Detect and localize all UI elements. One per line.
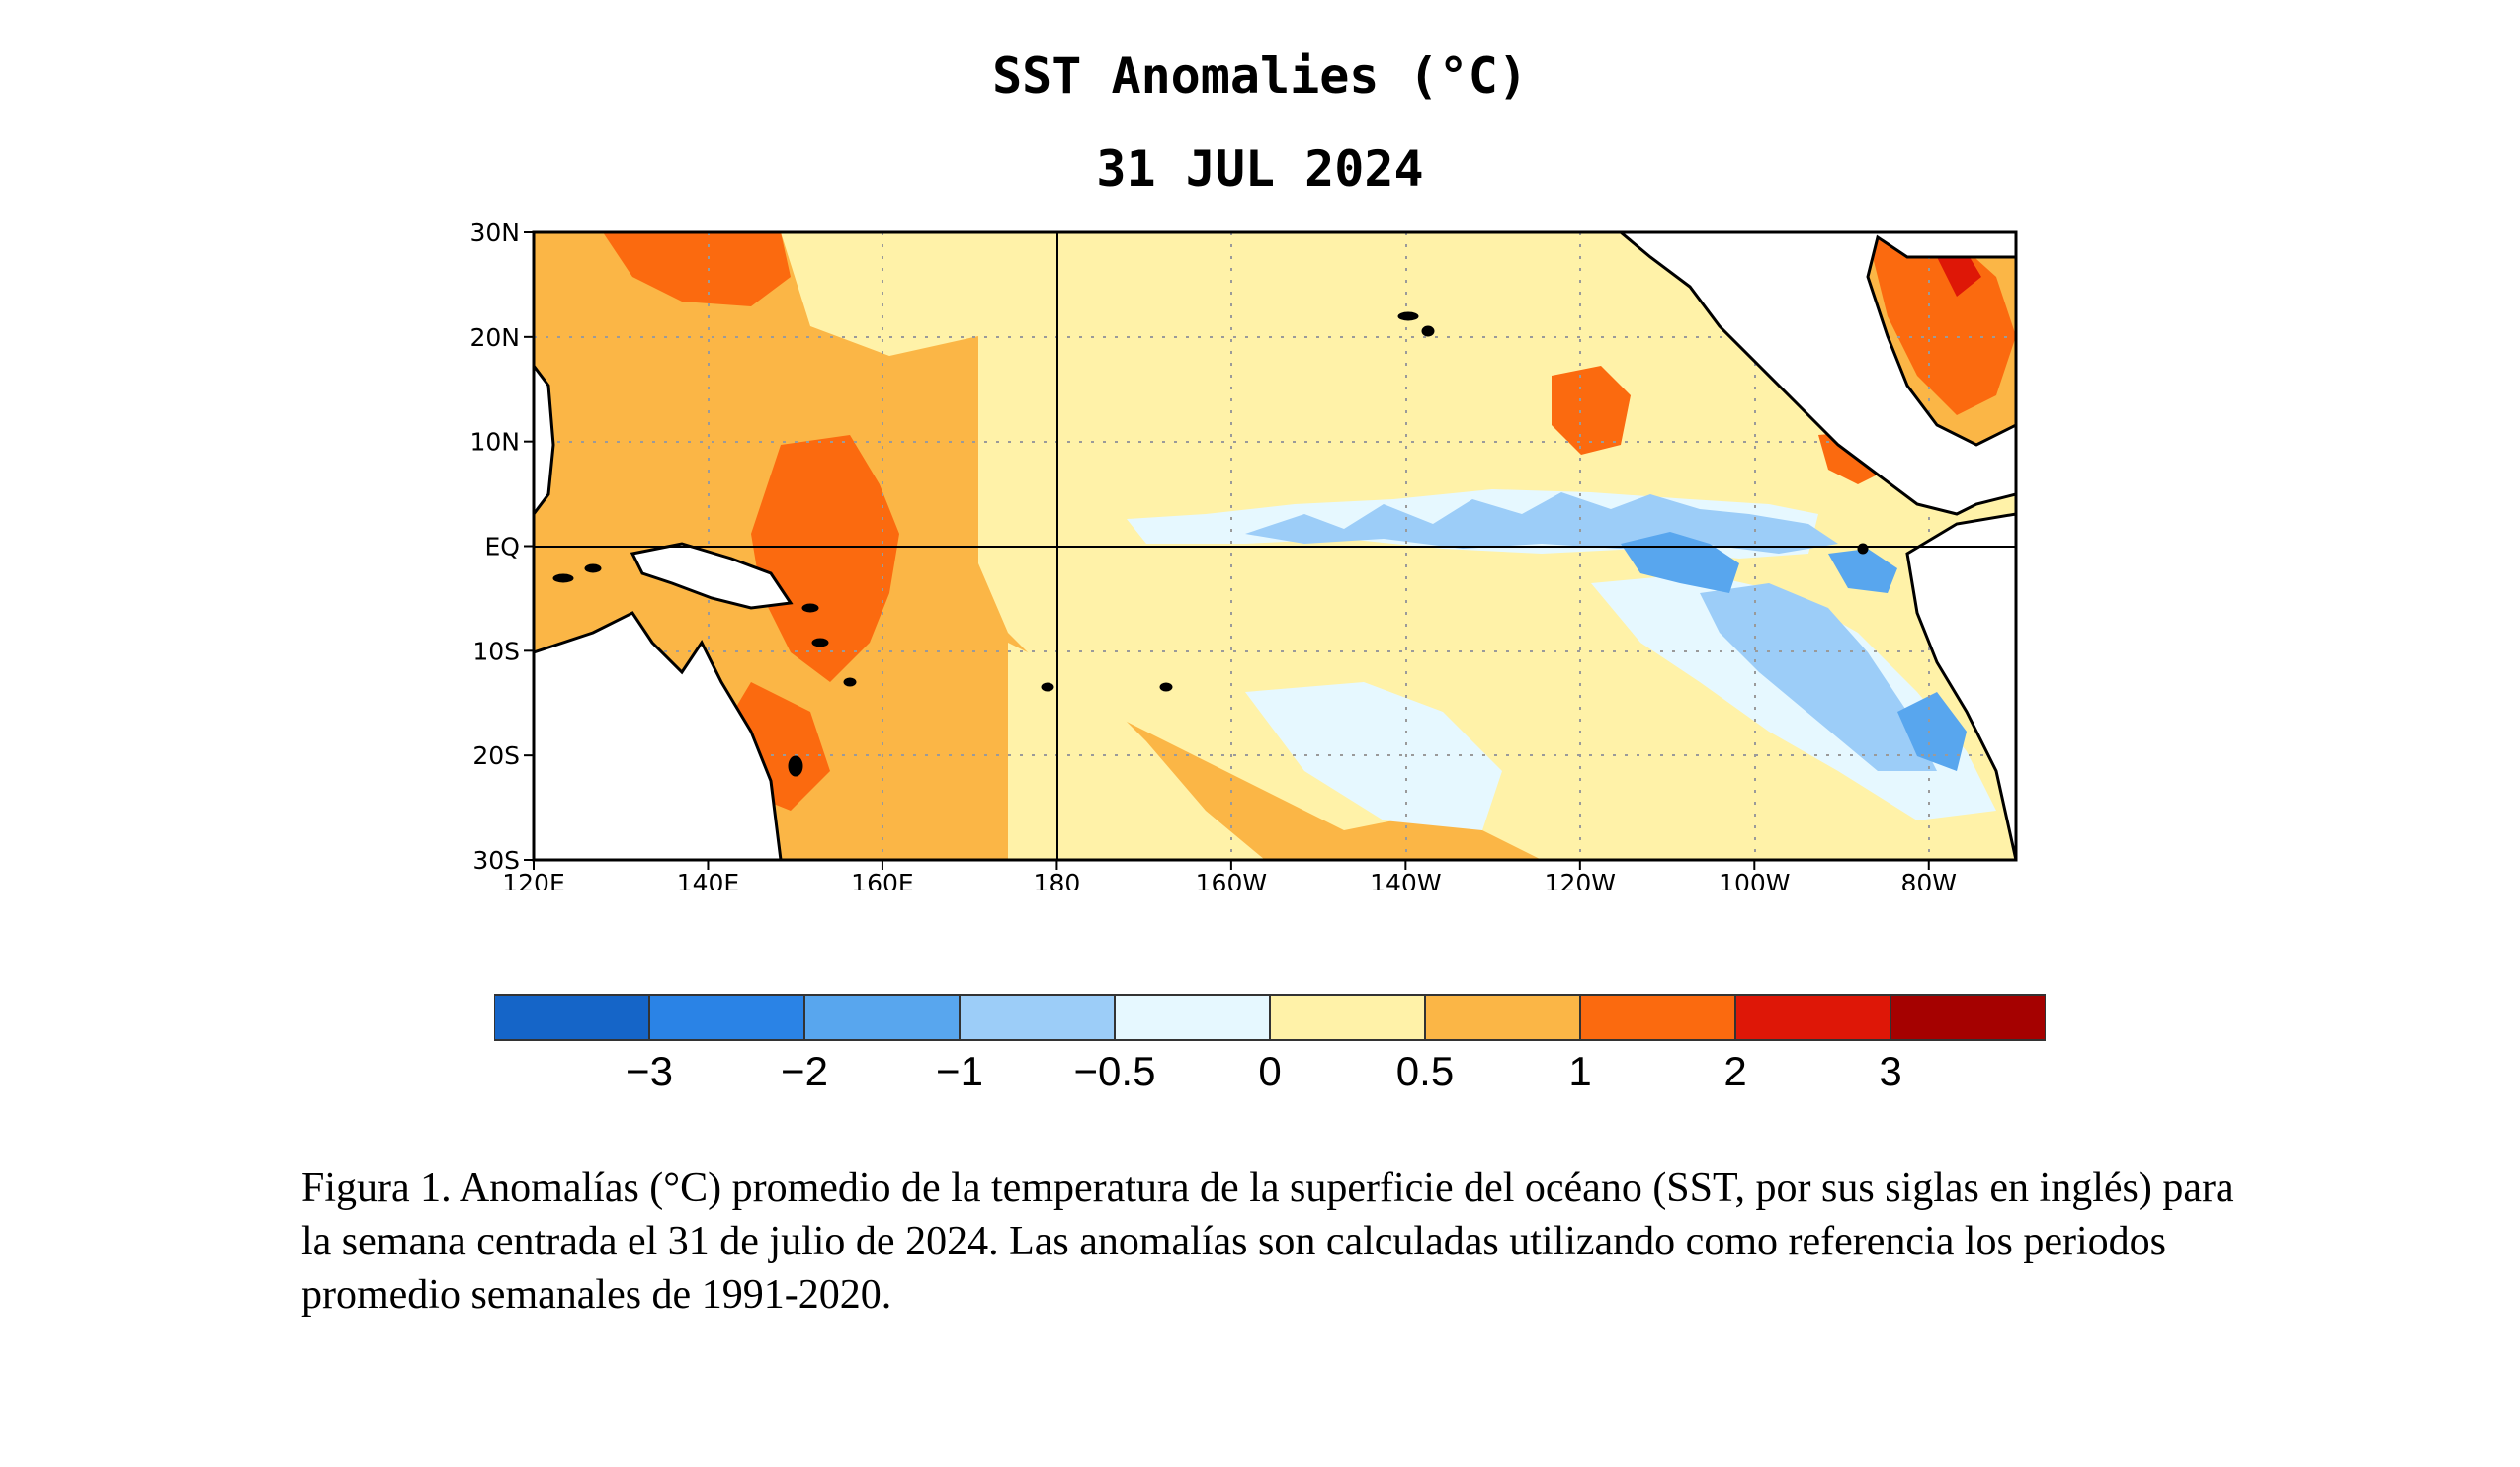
colorbar-swatch — [803, 994, 961, 1041]
anomaly-region-negative-galapagos — [1828, 549, 1897, 593]
lat-tick-label: 30N — [469, 218, 520, 247]
lat-tick-label: 10S — [472, 637, 520, 665]
colorbar-swatch — [959, 994, 1116, 1041]
land-new-guinea — [630, 542, 794, 610]
colorbar: −3 −2 −1 −0.5 0 0.5 1 2 3 — [493, 993, 2047, 1102]
colorbar-swatch — [1269, 994, 1426, 1041]
figure-caption: Figura 1. Anomalías (°C) promedio de la … — [301, 1165, 2234, 1318]
latitude-axis: 30N 20N 10N EQ 10S 20S 30S — [469, 218, 534, 875]
anomaly-region-warm-northwest — [603, 232, 791, 306]
anomaly-region-neutral-south — [1008, 643, 1265, 860]
colorbar-label: −1 — [936, 1048, 983, 1094]
lat-tick-label: 10N — [469, 428, 520, 457]
lon-tick-label: 180 — [1034, 869, 1081, 890]
lon-tick-label: 160W — [1196, 869, 1267, 890]
anomaly-region-weak-negative-southeast — [1700, 583, 1937, 771]
lon-tick-label: 160E — [851, 869, 914, 890]
land-borneo-philippines — [534, 363, 555, 517]
colorbar-label: 0.5 — [1396, 1048, 1454, 1094]
map-title: SST Anomalies (°C) — [992, 47, 1528, 105]
colorbar-label: 1 — [1568, 1048, 1591, 1094]
map-date: 31 JUL 2024 — [1096, 140, 1424, 198]
sst-map: 30N 20N 10N EQ 10S 20S 30S 120E 140E 160E 180 160W… — [455, 217, 2036, 890]
anomaly-region-strong-warm-caribbean — [1937, 252, 1981, 297]
colorbar-swatch — [493, 994, 650, 1041]
land-australia — [534, 611, 783, 860]
lat-tick-label: 20S — [472, 741, 520, 770]
lon-tick-label: 140W — [1370, 869, 1441, 890]
islands — [552, 311, 1869, 777]
land-north-america — [1618, 232, 2016, 516]
lat-tick-label: 20N — [469, 323, 520, 352]
lat-tick-label: EQ — [485, 533, 520, 561]
anomaly-region-warm-western-equatorial — [751, 435, 899, 682]
colorbar-swatch — [1734, 994, 1891, 1041]
lon-tick-label: 140E — [677, 869, 740, 890]
colorbar-label: −2 — [781, 1048, 828, 1094]
longitude-axis: 120E 140E 160E 180 160W 140W 120W 100W 80W — [502, 860, 1957, 890]
colorbar-label: 3 — [1879, 1048, 1901, 1094]
colorbar-label: −0.5 — [1074, 1048, 1156, 1094]
lat-tick-label: 30S — [472, 846, 520, 875]
anomaly-region-neutral-north — [781, 232, 978, 356]
lon-tick-label: 100W — [1719, 869, 1790, 890]
anomaly-region-negative-peru — [1897, 692, 1967, 771]
colorbar-swatch — [648, 994, 805, 1041]
colorbar-label: 2 — [1723, 1048, 1746, 1094]
colorbar-label: −3 — [626, 1048, 673, 1094]
colorbar-swatch — [1424, 994, 1581, 1041]
land-south-america — [1905, 512, 2016, 860]
colorbar-swatch — [1890, 994, 2047, 1041]
anomaly-region-near-zero-subtropics — [1245, 682, 1502, 830]
lon-tick-label: 80W — [1900, 869, 1957, 890]
anomaly-region-warm-east-north — [1552, 366, 1631, 455]
colorbar-swatch — [1579, 994, 1736, 1041]
lon-tick-label: 120W — [1545, 869, 1616, 890]
colorbar-label: 0 — [1258, 1048, 1281, 1094]
lon-tick-label: 120E — [502, 869, 565, 890]
colorbar-swatch — [1114, 994, 1271, 1041]
land-masses — [534, 232, 2016, 860]
